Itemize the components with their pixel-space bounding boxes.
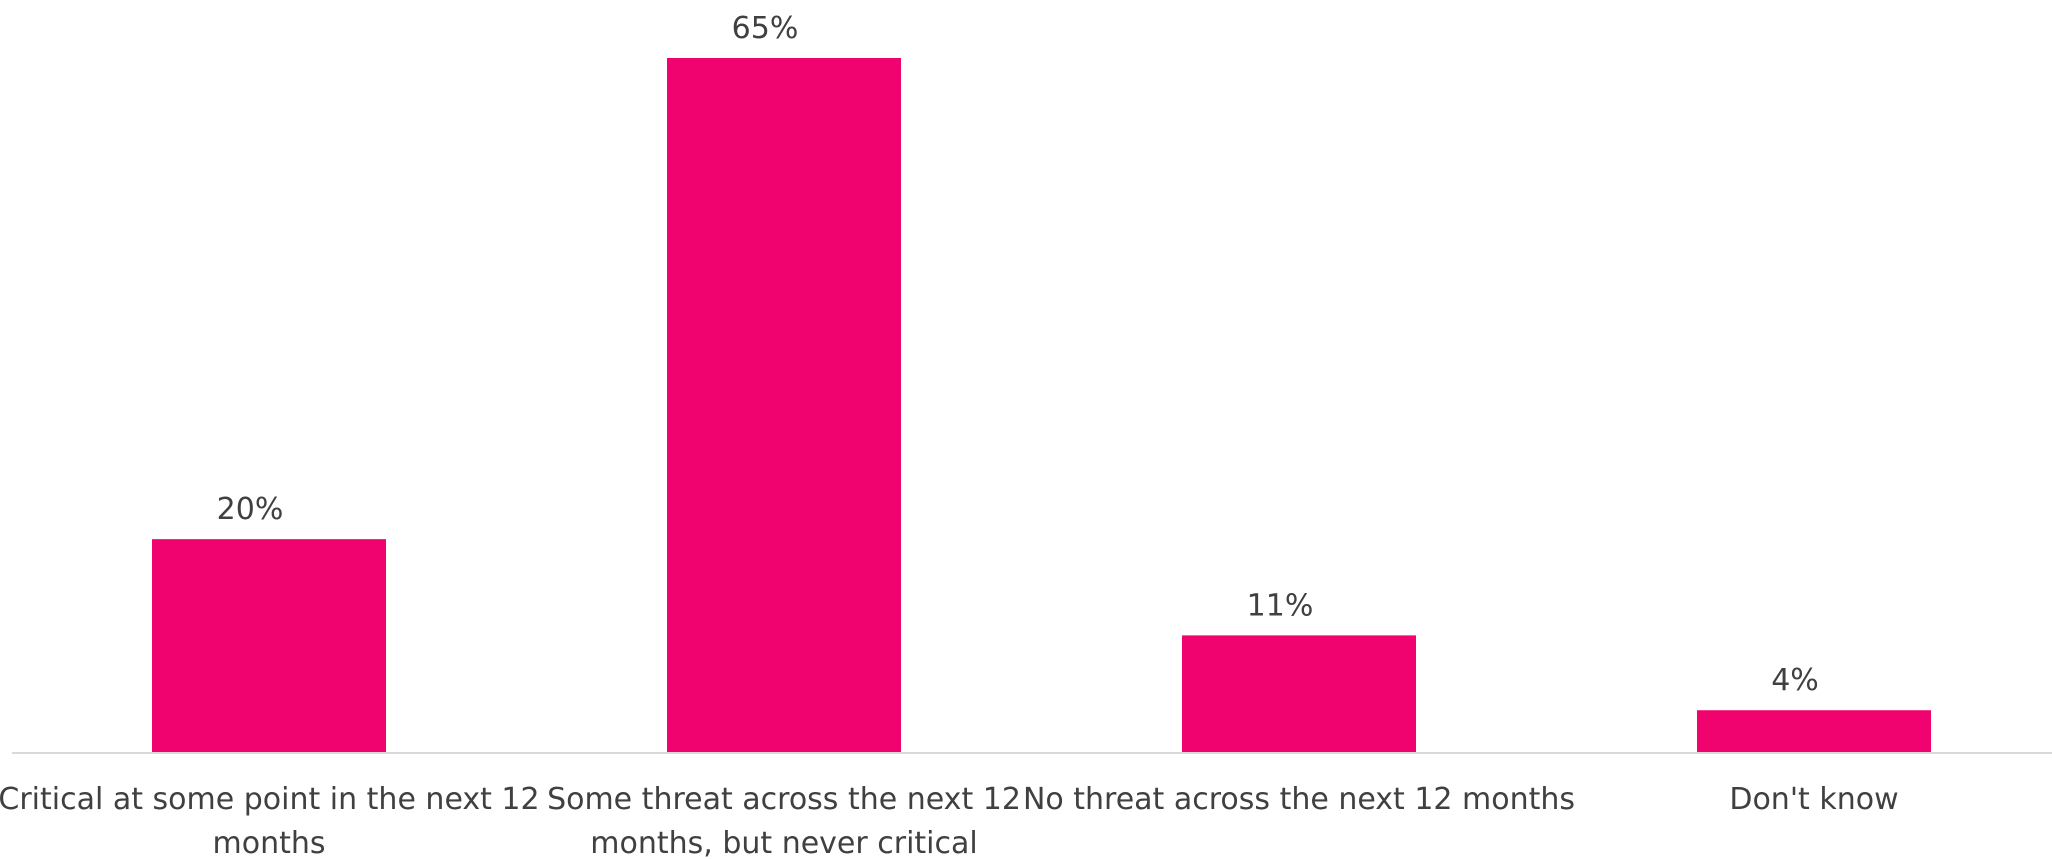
category-label-2-line-2: months, but never critical xyxy=(590,826,977,859)
data-label-1: 20% xyxy=(217,492,284,527)
bar-4 xyxy=(1697,710,1931,753)
category-label-2: Some threat across the next 12 months, bu… xyxy=(547,782,1021,859)
bars-layer xyxy=(152,58,1931,753)
category-label-1-line-2: months xyxy=(213,826,326,859)
bar-3 xyxy=(1182,635,1416,753)
data-label-2: 65% xyxy=(732,11,799,46)
value-labels-layer: 20% 65% 11% 4% xyxy=(217,11,1819,698)
category-label-3: No threat across the next 12 months xyxy=(1023,782,1575,817)
category-label-1: Critical at some point in the next 12 mon… xyxy=(0,782,540,859)
category-label-4-line-1: Don't know xyxy=(1729,782,1898,817)
data-label-3: 11% xyxy=(1247,588,1314,623)
bar-2 xyxy=(667,58,901,753)
category-label-4: Don't know xyxy=(1729,782,1898,817)
bar-1 xyxy=(152,539,386,753)
category-label-2-line-1: Some threat across the next 12 xyxy=(547,782,1021,817)
category-labels-layer: Critical at some point in the next 12 mon… xyxy=(0,782,1899,859)
category-label-3-line-1: No threat across the next 12 months xyxy=(1023,782,1575,817)
data-label-4: 4% xyxy=(1771,663,1819,698)
category-label-1-line-1: Critical at some point in the next 12 xyxy=(0,782,540,817)
